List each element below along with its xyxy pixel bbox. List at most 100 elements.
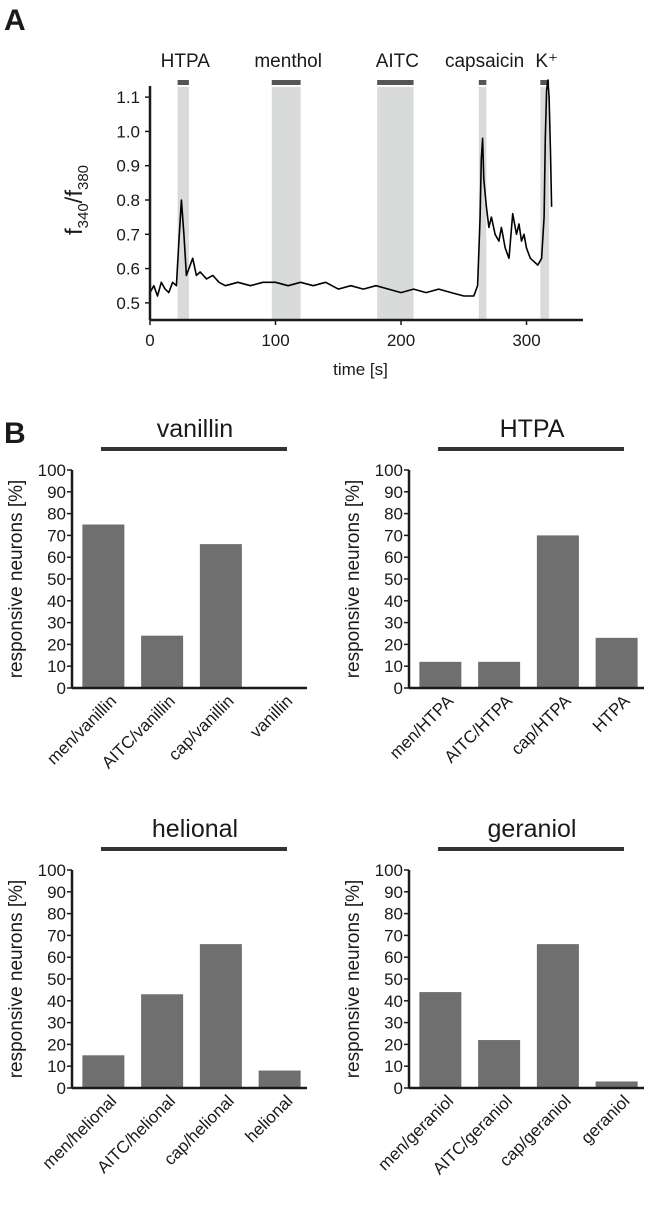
y-tick-label: 0.8	[116, 191, 140, 210]
y-tick-label: 20	[384, 635, 403, 654]
chart-title-vanillin: vanillin	[157, 415, 233, 443]
y-tick-label: 60	[384, 948, 403, 967]
panel-a-letter: A	[4, 4, 26, 37]
bar-geraniol	[595, 1081, 638, 1088]
stimulus-bar-aitc	[377, 80, 414, 85]
stimulus-bar-k	[540, 80, 550, 85]
bar-men-helional	[82, 1055, 125, 1088]
y-tick-label: 0	[394, 679, 403, 698]
y-tick-label: 50	[384, 970, 403, 989]
y-tick-label: 0	[394, 1079, 403, 1098]
y-tick-label: 20	[384, 1035, 403, 1054]
y-tick-label: 40	[47, 592, 66, 611]
y-tick-label: 0.6	[116, 260, 140, 279]
bar-helional	[258, 1070, 301, 1088]
y-tick-label: 40	[47, 992, 66, 1011]
chart-title-helional: helional	[152, 815, 238, 843]
bar-cap-vanillin	[199, 544, 242, 688]
x-tick-label: 300	[512, 331, 540, 350]
y-tick-label: 100	[375, 861, 403, 880]
chart-title-htpa: HTPA	[500, 415, 565, 443]
y-tick-label: 70	[47, 526, 66, 545]
stimulus-label-menthol: menthol	[254, 51, 322, 72]
y-tick-label: 80	[47, 905, 66, 924]
y-axis-label-htpa: responsive neurons [%]	[343, 480, 364, 679]
y-tick-label: 30	[384, 1014, 403, 1033]
bar-aitc-geraniol	[478, 1040, 521, 1088]
category-label-cap-htpa: cap/HTPA	[507, 691, 575, 759]
panel-b-letter: B	[4, 417, 26, 450]
chart-title-geraniol: geraniol	[488, 815, 577, 843]
stimulus-bar-capsaicin	[478, 80, 487, 85]
y-axis-label-helional: responsive neurons [%]	[6, 880, 27, 1079]
y-tick-label: 10	[47, 1057, 66, 1076]
y-tick-label: 70	[384, 926, 403, 945]
y-tick-label: 80	[384, 905, 403, 924]
x-tick-label: 0	[145, 331, 154, 350]
bar-men-htpa	[419, 661, 462, 688]
trace-chart: HTPA menthol AITC capsaicin K⁺ 0.5 0.6 0.7 0.8 0.…	[61, 51, 583, 379]
y-tick-label: 40	[384, 992, 403, 1011]
x-tick-label: 100	[261, 331, 289, 350]
bar-htpa	[595, 637, 638, 688]
title-underline-vanillin	[101, 447, 287, 451]
y-tick-label: 0	[57, 679, 66, 698]
category-label-helional: helional	[242, 1091, 297, 1146]
y-tick-label: 60	[384, 548, 403, 567]
bar-chart-geraniol: geraniolmen/geraniolAITC/geraniolcap/ger…	[343, 815, 644, 1178]
x-axis-label: time [s]	[333, 360, 388, 379]
stimulus-bar-menthol	[271, 80, 301, 85]
bar-aitc-vanillin	[141, 635, 184, 688]
bar-aitc-helional	[141, 994, 184, 1088]
y-tick-label: 20	[47, 1035, 66, 1054]
y-tick-label: 0	[57, 1079, 66, 1098]
y-tick-label: 50	[47, 570, 66, 589]
y-tick-label: 1.0	[116, 122, 140, 141]
y-tick-label: 10	[47, 657, 66, 676]
y-axis-label: f340/f380	[61, 165, 92, 235]
title-underline-geraniol	[438, 847, 624, 851]
bar-chart-helional: helionalmen/helionalAITC/helionalcap/hel…	[6, 815, 307, 1177]
y-tick-label: 60	[47, 948, 66, 967]
y-tick-label: 20	[47, 635, 66, 654]
y-tick-label: 80	[384, 505, 403, 524]
y-tick-label: 100	[38, 861, 66, 880]
y-tick-label: 60	[47, 548, 66, 567]
y-tick-label: 70	[384, 526, 403, 545]
stimulus-window-capsaicin	[478, 86, 487, 320]
bar-cap-htpa	[536, 535, 579, 688]
y-tick-label: 90	[384, 483, 403, 502]
bar-chart-vanillin: vanillinmen/vanillinAITC/vanillincap/van…	[6, 415, 307, 772]
y-tick-label: 50	[384, 570, 403, 589]
y-tick-label: 80	[47, 505, 66, 524]
y-tick-label: 90	[47, 883, 66, 902]
bar-men-vanillin	[82, 524, 125, 688]
stimulus-window-aitc	[377, 86, 414, 320]
stimulus-label-k: K⁺	[535, 51, 558, 72]
stimulus-window-htpa	[177, 86, 189, 320]
y-tick-label: 0.7	[116, 225, 140, 244]
y-tick-label: 100	[375, 461, 403, 480]
category-label-geraniol: geraniol	[577, 1091, 633, 1147]
y-tick-label: 40	[384, 592, 403, 611]
category-label-htpa: HTPA	[589, 691, 634, 736]
bar-cap-geraniol	[536, 944, 579, 1088]
y-tick-label: 50	[47, 970, 66, 989]
stimulus-window-menthol	[271, 86, 301, 320]
bar-men-geraniol	[419, 992, 462, 1088]
y-tick-label: 30	[47, 1014, 66, 1033]
y-tick-label: 90	[384, 883, 403, 902]
y-tick-label: 30	[47, 614, 66, 633]
stimulus-label-htpa: HTPA	[161, 51, 211, 72]
y-tick-label: 90	[47, 483, 66, 502]
y-tick-label: 10	[384, 1057, 403, 1076]
category-label-vanillin: vanillin	[246, 691, 296, 741]
bar-aitc-htpa	[478, 661, 521, 688]
stimulus-label-aitc: AITC	[376, 51, 419, 72]
stimulus-label-capsaicin: capsaicin	[445, 51, 524, 72]
y-tick-label: 100	[38, 461, 66, 480]
y-axis-label-geraniol: responsive neurons [%]	[343, 880, 364, 1079]
y-tick-label: 30	[384, 614, 403, 633]
